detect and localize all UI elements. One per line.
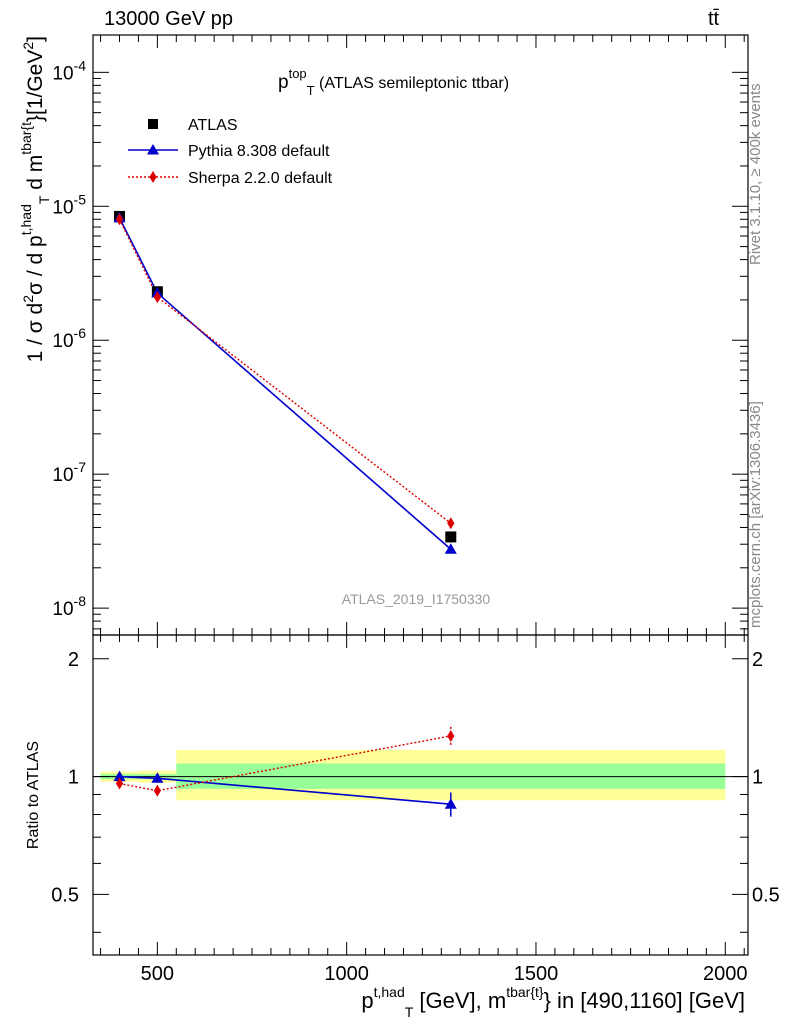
pythia-ratio-point: [113, 770, 126, 782]
y-tick-label: 10-5: [52, 191, 86, 218]
y-tick-label: 10-6: [52, 325, 86, 352]
y-tick-label: 10-4: [52, 57, 86, 84]
ratio-tick-label: 1: [68, 767, 79, 789]
analysis-watermark: ATLAS_2019_I1750330: [342, 591, 491, 607]
ratio-axis-label: Ratio to ATLAS: [25, 741, 42, 849]
sherpa-ratio-point: [115, 777, 124, 790]
header-energy: 13000 GeV pp: [104, 8, 233, 30]
x-tick-label: 500: [141, 963, 174, 985]
atlas-point: [445, 531, 457, 543]
ratio-tick-label: 0.5: [51, 884, 79, 906]
pythia-ratio-point: [444, 798, 457, 809]
y-tick-label: 10-8: [52, 593, 86, 620]
sherpa-point: [153, 291, 161, 304]
header-process: tt̄: [708, 8, 720, 30]
sherpa-line: [118, 218, 452, 524]
sherpa-point: [115, 213, 124, 226]
pythia-ratio-point: [151, 772, 164, 783]
x-tick-label: 2000: [703, 963, 748, 985]
ratio-panel-frame: [92, 634, 749, 956]
ratio-tick-label-right: 1: [752, 767, 763, 789]
x-tick-label: 1000: [324, 963, 369, 985]
sherpa-point: [447, 517, 455, 530]
pythia-legend-label: Pythia 8.308 default: [188, 143, 330, 160]
sherpa-ratio-point: [447, 729, 455, 742]
sherpa-ratio-line: [119, 735, 451, 792]
sherpa-ratio-point: [153, 784, 161, 797]
atlas-legend-marker: [148, 119, 158, 129]
y-tick-label: 10-7: [52, 459, 86, 486]
x-axis-label: pt,hadT [GeV], mtbar{t}} in [490,1160] […: [361, 984, 745, 1020]
ratio-tick-label-right: 0.5: [752, 884, 780, 906]
ratio-tick-label: 2: [68, 649, 79, 671]
x-tick-label: 1500: [514, 963, 559, 985]
pythia-line: [118, 217, 452, 550]
ratio-tick-label-right: 2: [752, 649, 763, 671]
y-axis-label: 1 / σ d2σ / d pt,hadT d mtbar{t}[1/GeV2]: [18, 36, 52, 362]
sherpa-legend-marker: [149, 171, 157, 183]
atlas-legend-label: ATLAS: [188, 117, 238, 134]
pythia-legend-marker: [147, 144, 159, 155]
pythia-point: [444, 543, 457, 554]
chart-title: ptopT (ATLAS semileptonic ttbar): [278, 66, 509, 98]
sherpa-legend-label: Sherpa 2.2.0 default: [188, 170, 333, 187]
